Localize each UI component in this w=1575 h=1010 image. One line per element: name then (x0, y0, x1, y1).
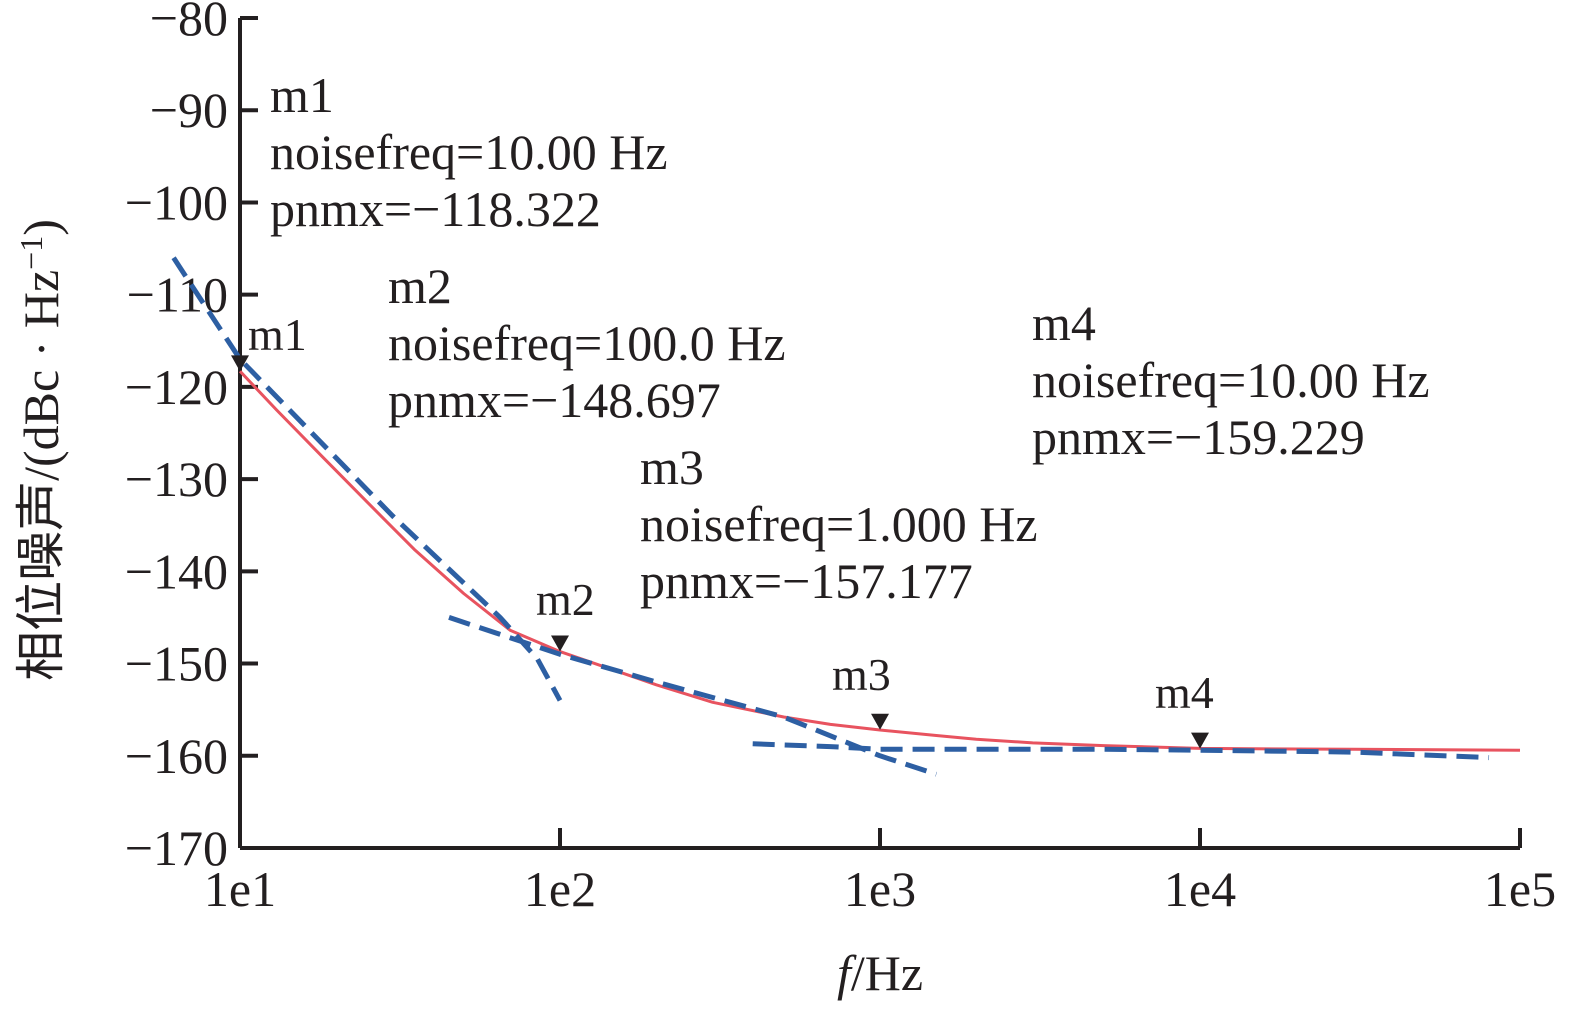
annotation-m1-line-0: m1 (270, 67, 334, 123)
y-tick-label: −100 (125, 174, 228, 230)
y-axis-close: ) (13, 219, 69, 236)
y-tick-label: −160 (125, 728, 228, 784)
annotation-m3-line-2: pnmx=−157.177 (640, 553, 973, 609)
annotation-m4-line-0: m4 (1032, 295, 1096, 351)
annotation-m4-line-2: pnmx=−159.229 (1032, 409, 1365, 465)
marker-m4-label: m4 (1155, 667, 1214, 718)
marker-m1-triangle (231, 355, 249, 372)
y-tick-label: −150 (125, 636, 228, 692)
y-tick-label: −140 (125, 543, 228, 599)
x-axis-unit: /Hz (851, 945, 923, 1001)
x-tick-label: 1e3 (844, 861, 916, 917)
y-axis-title: 相位噪声/(dBc · Hz−1) (13, 219, 69, 681)
asymptote-line-2 (448, 615, 938, 777)
x-tick-label: 1e5 (1484, 861, 1556, 917)
marker-m4-triangle (1191, 732, 1209, 749)
marker-m2-triangle (551, 635, 569, 652)
y-tick-label: −80 (150, 0, 228, 46)
marker-m3-triangle (871, 713, 889, 730)
annotation-m2-line-2: pnmx=−148.697 (388, 372, 721, 428)
annotation-m3-line-1: noisefreq=1.000 Hz (640, 496, 1038, 552)
y-tick-label: −170 (125, 820, 228, 876)
y-tick-label: −120 (125, 359, 228, 415)
y-tick-label: −90 (150, 82, 228, 138)
annotation-m1-line-2: pnmx=−118.322 (270, 181, 601, 237)
markers: m1 m2 m3 m4 (231, 309, 1214, 749)
x-axis-title: f/Hz (837, 945, 923, 1001)
x-tick-label: 1e4 (1164, 861, 1236, 917)
phase-noise-curve-0 (238, 370, 1521, 752)
annotation-m2-line-1: noisefreq=100.0 Hz (388, 315, 786, 371)
y-axis-sup: −1 (13, 236, 49, 270)
marker-m3-label: m3 (832, 649, 891, 700)
y-tick-label: −130 (125, 451, 228, 507)
plot-lines (171, 256, 1521, 777)
axis-labels: f/Hz 相位噪声/(dBc · Hz−1) (13, 219, 923, 1001)
marker-m1-label: m1 (248, 309, 307, 360)
axes: −80−90−100−110−120−130−140−150−160−1701e… (125, 0, 1556, 917)
x-tick-label: 1e1 (204, 861, 276, 917)
annotation-m4-line-1: noisefreq=10.00 Hz (1032, 352, 1430, 408)
annotation-m3-line-0: m3 (640, 439, 704, 495)
x-tick-label: 1e2 (524, 861, 596, 917)
y-axis-main: 相位噪声/(dBc · Hz (13, 270, 69, 681)
asymptote-line-1 (171, 256, 563, 702)
marker-m2-label: m2 (536, 574, 595, 625)
annotation-m1-line-1: noisefreq=10.00 Hz (270, 124, 668, 180)
annotation-m2-line-0: m2 (388, 258, 452, 314)
